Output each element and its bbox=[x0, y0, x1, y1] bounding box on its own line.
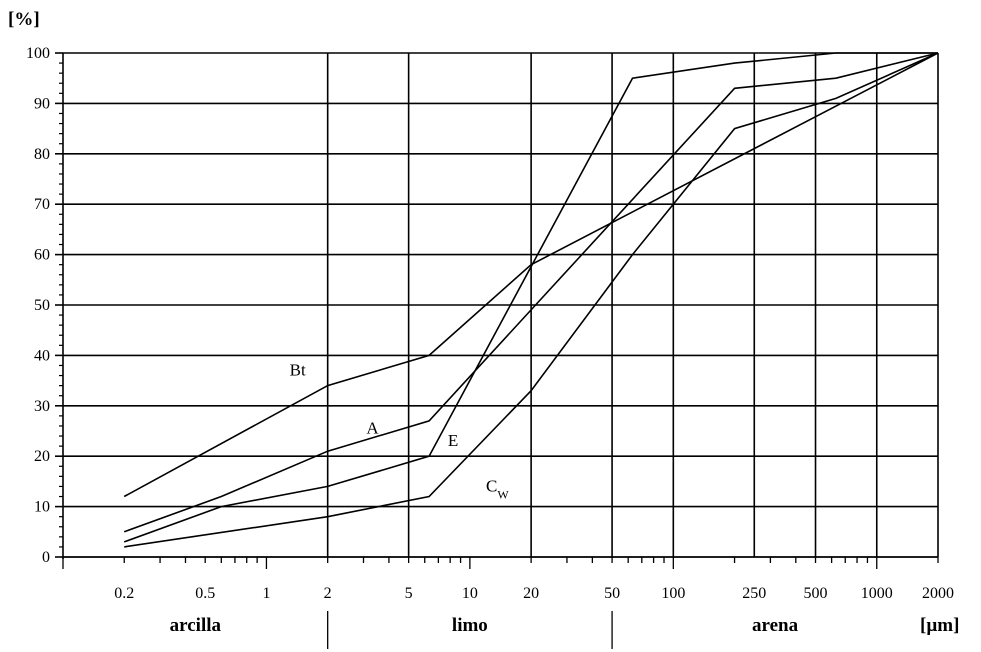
series-label-e: E bbox=[448, 431, 458, 450]
x-tick-label: 100 bbox=[661, 585, 685, 602]
y-tick-label: 10 bbox=[34, 499, 50, 516]
x-tick-label: 1 bbox=[262, 585, 270, 602]
horizontal-gridlines bbox=[63, 52, 938, 558]
series-line-bt bbox=[123, 52, 939, 498]
series-label-a: A bbox=[366, 419, 379, 438]
y-tick-label: 60 bbox=[34, 247, 50, 264]
series-labels: Bt A E CW bbox=[290, 361, 510, 502]
region-labels: arcilla limo arena bbox=[170, 611, 799, 649]
y-tick-label: 100 bbox=[26, 45, 50, 62]
x-tick-label: 2 bbox=[324, 585, 332, 602]
x-tick-label: 500 bbox=[804, 585, 828, 602]
region-label: arena bbox=[752, 615, 799, 636]
x-tick-label: 10 bbox=[462, 585, 478, 602]
vertical-gridlines bbox=[326, 53, 939, 557]
x-tick-label: 250 bbox=[742, 585, 766, 602]
x-tick-label: 5 bbox=[405, 585, 413, 602]
y-unit-label: [%] bbox=[8, 9, 40, 30]
x-tick-label: 0.2 bbox=[114, 585, 134, 602]
region-label: limo bbox=[452, 615, 488, 636]
y-tick-label: 90 bbox=[34, 95, 50, 112]
x-tick-label: 20 bbox=[523, 585, 539, 602]
x-tick-label: 0.5 bbox=[195, 585, 215, 602]
data-series bbox=[123, 52, 939, 548]
x-tick-label: 1000 bbox=[861, 585, 893, 602]
x-tick-label: 2000 bbox=[922, 585, 954, 602]
series-label-bt: Bt bbox=[290, 361, 306, 380]
series-label-subscript: W bbox=[497, 487, 509, 501]
series-line-c bbox=[124, 52, 939, 548]
series-line-e bbox=[123, 52, 938, 543]
region-label: arcilla bbox=[170, 615, 222, 636]
y-tick-label: 0 bbox=[42, 549, 50, 566]
x-unit-label: [µm] bbox=[920, 615, 959, 636]
x-axis: 0.2 0.5 1 2 5 10 20 50 100 250 500 1000 2000 bbox=[62, 557, 954, 602]
series-label-c: CW bbox=[486, 476, 509, 501]
y-tick-label: 20 bbox=[34, 448, 50, 465]
y-axis: 0 10 20 30 40 50 60 70 80 90 100 bbox=[26, 45, 63, 566]
plot-frame bbox=[62, 53, 938, 559]
y-tick-label: 80 bbox=[34, 146, 50, 163]
y-tick-label: 40 bbox=[34, 347, 50, 364]
y-tick-label: 70 bbox=[34, 196, 50, 213]
x-tick-label: 50 bbox=[604, 585, 620, 602]
series-line-a bbox=[123, 52, 939, 533]
y-tick-label: 30 bbox=[34, 398, 50, 415]
y-tick-label: 50 bbox=[34, 297, 50, 314]
